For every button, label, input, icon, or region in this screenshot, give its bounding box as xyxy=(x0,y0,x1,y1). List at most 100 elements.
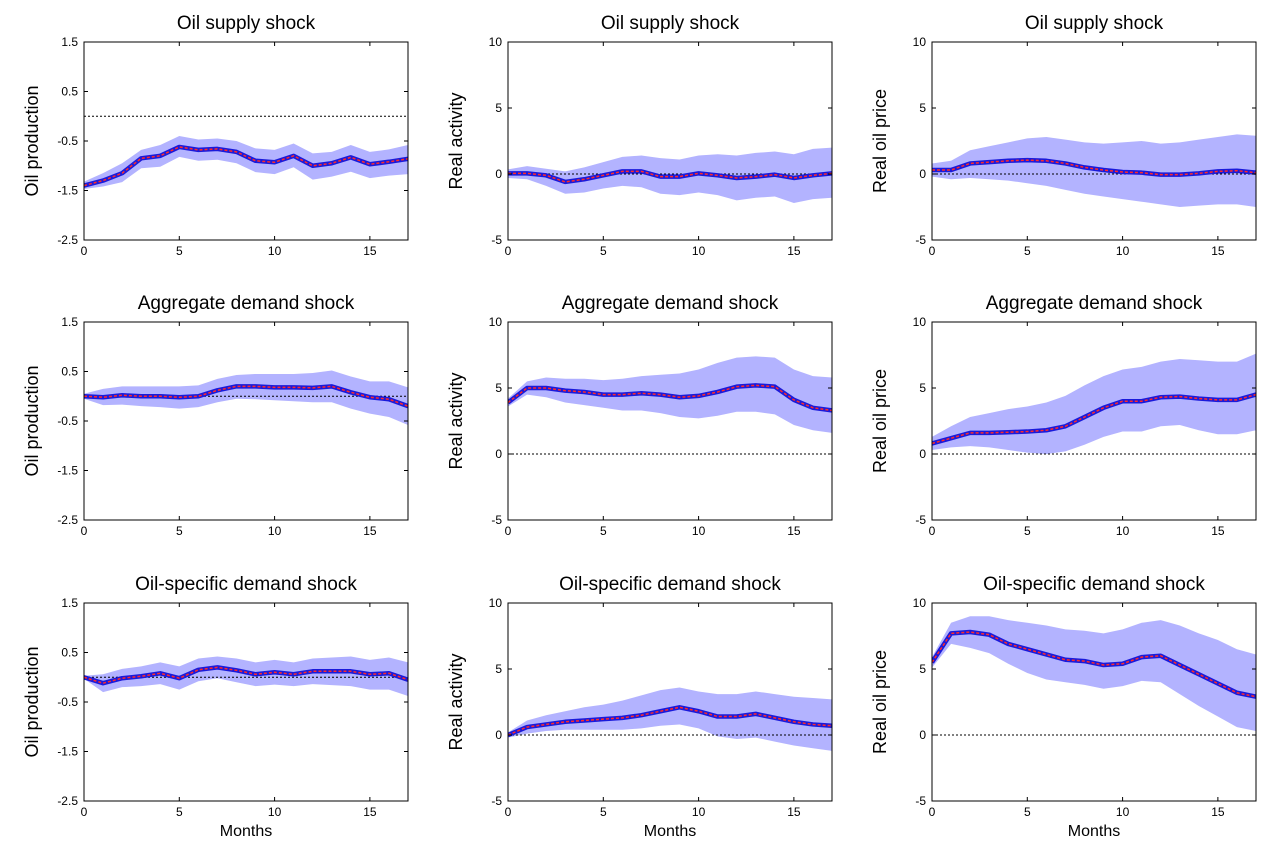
x-tick-label: 0 xyxy=(505,244,512,258)
x-tick-label: 0 xyxy=(505,524,512,538)
plot-frame xyxy=(83,321,409,521)
panel-title: Oil-specific demand shock xyxy=(135,574,357,595)
plot-frame xyxy=(507,321,833,521)
response-line-overlay xyxy=(508,384,832,412)
y-tick-label: 10 xyxy=(913,35,927,49)
y-tick-label: 10 xyxy=(913,315,927,329)
y-tick-label: 0 xyxy=(495,447,502,461)
panel-title: Oil supply shock xyxy=(1025,13,1164,34)
y-tick-label: -5 xyxy=(491,233,502,247)
x-tick-label: 10 xyxy=(692,244,706,258)
y-axis-label: Real activity xyxy=(446,92,466,189)
x-tick-label: 5 xyxy=(1024,805,1031,819)
y-tick-label: 1.5 xyxy=(61,315,78,329)
y-tick-label: 0.5 xyxy=(61,85,78,99)
confidence-band xyxy=(84,656,408,697)
plot-frame xyxy=(507,41,833,241)
y-tick-label: 5 xyxy=(495,662,502,676)
x-tick-label: 5 xyxy=(600,244,607,258)
panel-title: Oil supply shock xyxy=(177,13,316,34)
x-tick-label: 0 xyxy=(929,805,936,819)
response-line-overlay xyxy=(932,159,1256,176)
y-tick-label: 5 xyxy=(919,381,926,395)
y-axis-label: Real activity xyxy=(446,372,466,469)
y-tick-label: 10 xyxy=(489,315,503,329)
panel-data xyxy=(932,353,1256,455)
x-tick-label: 10 xyxy=(268,244,282,258)
x-tick-label: 5 xyxy=(600,524,607,538)
y-tick-label: 10 xyxy=(913,596,927,610)
y-tick-label: -2.5 xyxy=(57,233,78,247)
x-tick-label: 0 xyxy=(81,524,88,538)
response-line-overlay xyxy=(932,393,1256,445)
panel-title: Aggregate demand shock xyxy=(562,293,779,314)
response-line-overlay xyxy=(508,706,832,736)
x-tick-label: 15 xyxy=(363,244,377,258)
y-tick-label: 1.5 xyxy=(61,35,78,49)
response-line-overlay xyxy=(84,666,408,684)
y-tick-label: 5 xyxy=(495,381,502,395)
x-tick-label: 15 xyxy=(787,244,801,258)
y-tick-label: -0.5 xyxy=(57,695,78,709)
x-tick-label: 15 xyxy=(1211,805,1225,819)
plot-frame xyxy=(83,602,409,802)
y-tick-label: 0 xyxy=(495,728,502,742)
x-tick-label: 10 xyxy=(1116,244,1130,258)
panel-data xyxy=(932,616,1256,736)
y-tick-label: -1.5 xyxy=(57,184,78,198)
panel-title: Oil-specific demand shock xyxy=(559,574,781,595)
y-tick-label: -5 xyxy=(915,794,926,808)
response-line-overlay xyxy=(84,146,408,187)
x-tick-label: 10 xyxy=(692,805,706,819)
y-tick-label: -1.5 xyxy=(57,464,78,478)
y-tick-label: 5 xyxy=(495,101,502,115)
y-tick-label: 0 xyxy=(919,447,926,461)
confidence-band xyxy=(84,136,408,190)
x-tick-label: 5 xyxy=(176,805,183,819)
panel-data xyxy=(508,356,832,455)
plot-frame xyxy=(931,602,1257,802)
y-tick-label: 10 xyxy=(489,596,503,610)
x-tick-label: 5 xyxy=(1024,524,1031,538)
x-tick-label: 5 xyxy=(600,805,607,819)
confidence-band xyxy=(508,687,832,751)
panel-data xyxy=(84,370,408,425)
y-tick-label: 0.5 xyxy=(61,365,78,379)
x-tick-label: 15 xyxy=(787,805,801,819)
panel-title: Oil supply shock xyxy=(601,13,740,34)
y-tick-label: 5 xyxy=(919,101,926,115)
x-tick-label: 0 xyxy=(81,805,88,819)
response-line-overlay xyxy=(84,385,408,407)
panel-data xyxy=(84,656,408,697)
x-axis-label: Months xyxy=(1068,823,1120,840)
response-line-overlay xyxy=(932,631,1256,698)
x-tick-label: 0 xyxy=(81,244,88,258)
y-tick-label: -0.5 xyxy=(57,414,78,428)
x-tick-label: 15 xyxy=(1211,244,1225,258)
y-axis-label: Oil production xyxy=(22,365,42,476)
x-tick-label: 5 xyxy=(176,524,183,538)
panel-title: Aggregate demand shock xyxy=(138,293,355,314)
plot-frame xyxy=(507,602,833,802)
x-tick-label: 15 xyxy=(363,524,377,538)
response-line-overlay xyxy=(508,170,832,183)
plot-frame xyxy=(931,41,1257,241)
x-tick-label: 10 xyxy=(268,805,282,819)
y-tick-label: 5 xyxy=(919,662,926,676)
x-tick-label: 15 xyxy=(1211,524,1225,538)
y-tick-label: -2.5 xyxy=(57,513,78,527)
panel-title: Oil-specific demand shock xyxy=(983,574,1205,595)
x-tick-label: 15 xyxy=(787,524,801,538)
y-axis-label: Oil production xyxy=(22,85,42,196)
y-axis-label: Real oil price xyxy=(870,650,890,754)
panel-title: Aggregate demand shock xyxy=(986,293,1203,314)
y-tick-label: 1.5 xyxy=(61,596,78,610)
x-tick-label: 10 xyxy=(1116,524,1130,538)
y-tick-label: 0 xyxy=(919,728,926,742)
y-axis-label: Real oil price xyxy=(870,89,890,193)
